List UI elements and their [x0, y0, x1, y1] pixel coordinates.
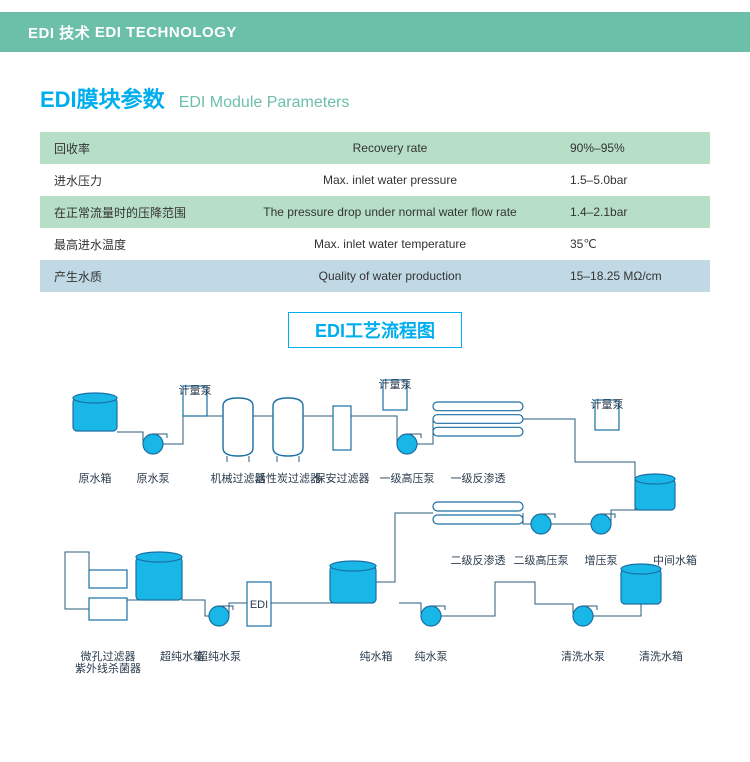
node-label-raw_tank: 原水箱 [79, 470, 112, 486]
param-value: 15–18.25 MΩ/cm [560, 269, 710, 283]
table-row: 回收率Recovery rate90%–95% [40, 132, 710, 164]
node-label-pure_pump: 纯水泵 [415, 648, 448, 664]
param-value: 35℃ [560, 237, 710, 251]
param-en: Quality of water production [220, 269, 560, 283]
node-label-raw_pump: 原水泵 [137, 470, 170, 486]
node-label-dose2: 计量泵 [379, 376, 412, 392]
node-label-boost_pump: 增压泵 [585, 552, 618, 568]
param-cn: 回收率 [40, 140, 220, 157]
node-label-hp_pump2: 二级高压泵 [514, 552, 569, 568]
node-label-hp_pump1: 一级高压泵 [380, 470, 435, 486]
node-label-clean_pump: 清洗水泵 [561, 648, 605, 664]
node-label-mid_tank: 中间水箱 [653, 552, 697, 568]
param-value: 90%–95% [560, 141, 710, 155]
process-flow-diagram: EDI 原水箱原水泵计量泵机械过滤器活性炭过滤器保安过滤器计量泵一级高压泵一级反… [35, 352, 715, 712]
parameter-table: 回收率Recovery rate90%–95%进水压力Max. inlet wa… [40, 132, 710, 292]
param-cn: 在正常流量时的压降范围 [40, 204, 220, 221]
param-cn: 最高进水温度 [40, 236, 220, 253]
param-value: 1.4–2.1bar [560, 205, 710, 219]
header-text-cn: EDI 技术 [28, 22, 90, 43]
table-row: 产生水质Quality of water production15–18.25 … [40, 260, 710, 292]
header-text-en: EDI TECHNOLOGY [95, 24, 237, 41]
param-cn: 进水压力 [40, 172, 220, 189]
param-cn: 产生水质 [40, 268, 220, 285]
node-label-ultra_tank: 超纯水箱 [160, 648, 204, 664]
node-label-carbon_filter: 活性炭过滤器 [255, 470, 321, 486]
node-label-micro_filter: 微孔过滤器 [81, 648, 136, 664]
section-title: EDI膜块参数 EDI Module Parameters [40, 82, 750, 114]
table-row: 在正常流量时的压降范围The pressure drop under norma… [40, 196, 710, 228]
node-label-ro2: 二级反渗透 [451, 552, 506, 568]
node-label-security_filter: 保安过滤器 [315, 470, 370, 486]
title-en: EDI Module Parameters [179, 94, 350, 112]
diagram-title-wrap: EDI工艺流程图 [0, 312, 750, 348]
node-label-dose3: 计量泵 [591, 396, 624, 412]
param-value: 1.5–5.0bar [560, 173, 710, 187]
table-row: 最高进水温度Max. inlet water temperature35℃ [40, 228, 710, 260]
header-band: EDI 技术 EDI TECHNOLOGY [0, 12, 750, 52]
node-label-pure_tank: 纯水箱 [360, 648, 393, 664]
title-cn: EDI膜块参数 [40, 82, 165, 114]
node-label-ro1: 一级反渗透 [451, 470, 506, 486]
node-label-clean_tank: 清洗水箱 [639, 648, 683, 664]
diagram-title: EDI工艺流程图 [288, 312, 462, 348]
table-row: 进水压力Max. inlet water pressure1.5–5.0bar [40, 164, 710, 196]
svg-text:EDI: EDI [250, 599, 268, 611]
param-en: The pressure drop under normal water flo… [220, 205, 560, 219]
param-en: Max. inlet water pressure [220, 173, 560, 187]
node-label-dose1: 计量泵 [179, 382, 212, 398]
param-en: Max. inlet water temperature [220, 237, 560, 251]
param-en: Recovery rate [220, 141, 560, 155]
